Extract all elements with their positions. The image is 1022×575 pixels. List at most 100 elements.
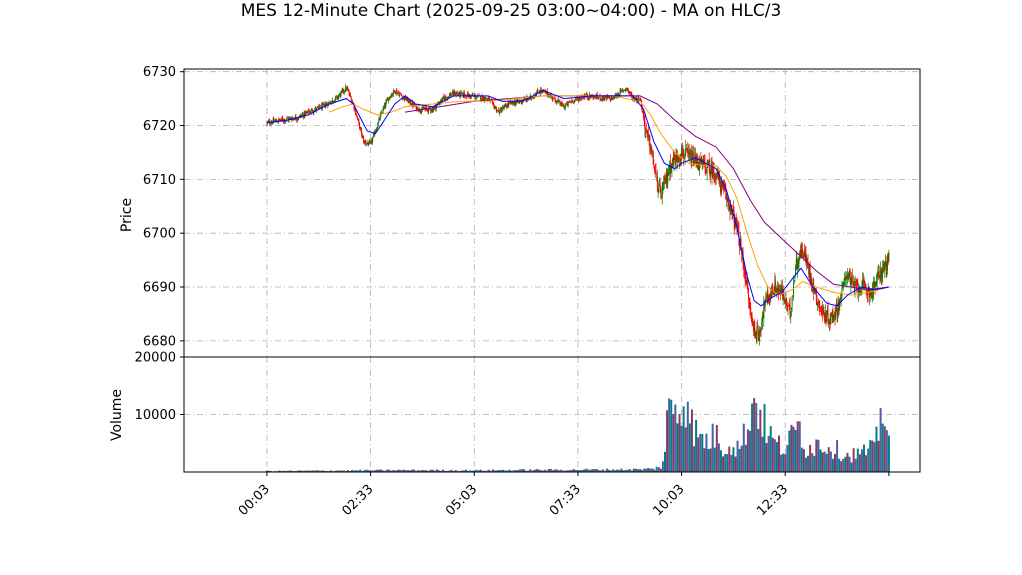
candle-up: [302, 114, 304, 116]
candle-up: [875, 284, 877, 287]
candle-down: [609, 96, 611, 99]
candle-down: [410, 104, 412, 106]
volume-bar: [508, 469, 511, 472]
candle-down: [362, 135, 364, 138]
candle-up: [863, 282, 865, 283]
volume-bar: [456, 470, 459, 472]
volume-bar: [827, 447, 830, 472]
volume-bar: [765, 443, 768, 472]
volume-bar: [736, 440, 739, 472]
candle-down: [388, 97, 390, 99]
candle-down: [649, 136, 651, 150]
candle-down: [595, 96, 597, 99]
candle-down: [491, 101, 493, 102]
candle-up: [432, 109, 434, 111]
candle-up: [337, 96, 339, 99]
candle-up: [421, 109, 423, 112]
candle-down: [341, 90, 343, 92]
candle-up: [694, 155, 696, 164]
candle-up: [377, 121, 379, 126]
volume-bar: [842, 458, 845, 472]
candle-up: [314, 107, 316, 110]
volume-bar: [780, 454, 783, 472]
candle-down: [597, 97, 599, 99]
volume-bar: [622, 470, 625, 472]
candle-up: [763, 300, 765, 319]
volume-bar: [887, 435, 890, 472]
volume-bar: [556, 469, 559, 472]
volume-bar: [564, 470, 567, 472]
volume-bar: [265, 470, 268, 472]
candle-up: [476, 96, 478, 99]
candle-down: [644, 120, 646, 131]
volume-bar: [800, 447, 803, 472]
candle-up: [308, 111, 310, 113]
candle-down: [802, 249, 804, 254]
candle-down: [660, 187, 662, 197]
candle-down: [483, 96, 485, 101]
candle-up: [421, 107, 423, 110]
volume-bar: [365, 469, 368, 472]
volume-bar: [632, 468, 635, 472]
volume-bar: [639, 469, 642, 472]
candle-up: [667, 173, 669, 177]
volume-bar: [313, 470, 316, 472]
candle-down: [747, 286, 749, 293]
candle-up: [761, 315, 763, 323]
volume-bar: [690, 409, 693, 472]
volume-bar: [417, 470, 420, 472]
candle-up: [388, 97, 390, 102]
candle-up: [524, 98, 526, 100]
volume-bar: [500, 469, 503, 472]
volume-bar: [369, 470, 372, 472]
candle-down: [815, 289, 817, 302]
candle-down: [628, 91, 630, 93]
candle-down: [816, 300, 818, 306]
candle-down: [580, 97, 582, 99]
candle-up: [606, 96, 608, 99]
candle-down: [704, 162, 706, 167]
candle-up: [826, 311, 828, 314]
candle-up: [275, 120, 277, 122]
volume-bar: [788, 430, 791, 472]
price-panel-frame: [183, 68, 921, 358]
candle-down: [772, 291, 774, 295]
candle-up: [769, 294, 771, 300]
candle-down: [748, 293, 750, 301]
volume-bar: [278, 470, 281, 472]
volume-bar: [527, 470, 530, 472]
candle-down: [363, 138, 365, 144]
volume-bar: [307, 470, 310, 472]
volume-bar: [649, 468, 652, 472]
volume-bar: [846, 452, 849, 472]
volume-bar: [560, 469, 563, 472]
candle-down: [486, 98, 488, 100]
candle-down: [269, 123, 271, 125]
volume-bar: [535, 469, 538, 472]
candle-up: [320, 105, 322, 109]
candle-down: [852, 282, 854, 286]
volume-bar: [581, 469, 584, 472]
candle-up: [376, 128, 378, 130]
candle-down: [705, 166, 707, 173]
candle-up: [881, 272, 883, 279]
candle-down: [524, 98, 526, 100]
candle-up: [496, 110, 498, 112]
volume-bar: [330, 470, 333, 472]
candle-down: [559, 100, 561, 105]
volume-bar: [724, 453, 727, 472]
volume-bar: [769, 426, 772, 472]
candle-up: [471, 94, 473, 97]
volume-bar: [867, 448, 870, 472]
candle-down: [276, 121, 278, 123]
volume-bar: [537, 469, 540, 472]
candle-down: [512, 101, 514, 103]
volume-bar: [863, 444, 866, 472]
candle-up: [271, 122, 273, 124]
candle-up: [756, 326, 758, 341]
candle-down: [500, 109, 502, 112]
candle-up: [737, 225, 739, 228]
candle-up: [293, 118, 295, 120]
candle-down: [643, 112, 645, 118]
candle-down: [317, 106, 319, 108]
